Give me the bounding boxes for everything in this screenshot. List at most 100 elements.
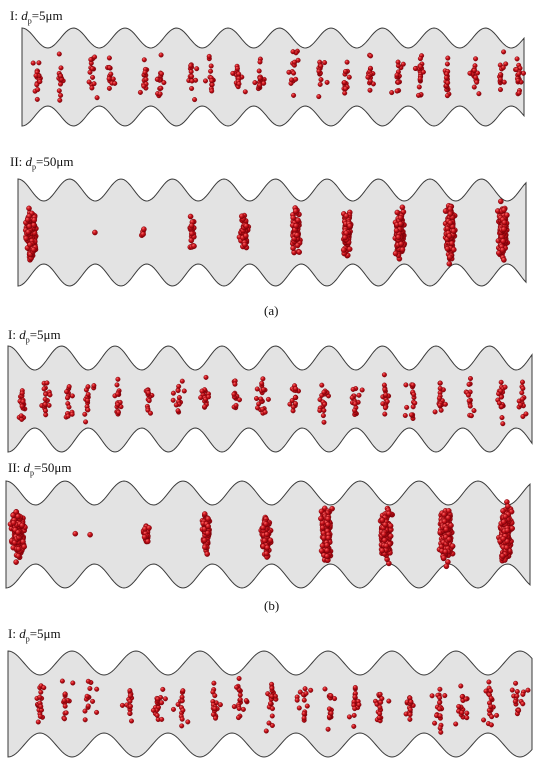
particle-a-i — [154, 76, 160, 82]
particle-c-i — [481, 717, 487, 723]
particle-b-i — [69, 393, 75, 399]
particle-a-i — [368, 53, 374, 59]
particle-a-ii — [243, 232, 249, 239]
particle-b-ii — [383, 543, 390, 549]
particle-a-ii — [446, 254, 453, 261]
particle-a-i — [192, 97, 198, 103]
particle-a-i — [412, 65, 418, 71]
particle-b-i — [259, 380, 265, 386]
particle-c-i — [352, 694, 358, 700]
channel-a-i — [21, 27, 525, 127]
particle-c-i — [84, 693, 90, 699]
particle-c-i — [179, 716, 185, 722]
particle-a-i — [417, 56, 423, 62]
particle-c-i — [483, 688, 489, 694]
caption-b: (b) — [264, 598, 280, 613]
particle-a-i — [501, 49, 507, 55]
particle-a-i — [91, 81, 97, 87]
particle-c-i — [514, 689, 520, 695]
particle-b-ii — [448, 522, 454, 529]
particle-b-i — [410, 382, 416, 388]
particle-b-i — [287, 401, 293, 407]
particle-a-ii — [294, 232, 300, 238]
particle-b-ii — [449, 543, 456, 549]
particle-b-i — [19, 403, 25, 409]
particle-c-i — [179, 694, 185, 700]
particle-c-i — [170, 706, 176, 712]
particle-a-i — [516, 90, 522, 96]
particle-c-i — [351, 712, 357, 718]
particle-c-i — [486, 679, 492, 685]
particle-c-i — [212, 693, 218, 699]
particle-b-i — [175, 388, 181, 394]
particle-a-i — [416, 92, 422, 98]
particle-a-ii — [392, 250, 399, 257]
particle-b-ii — [15, 546, 22, 552]
particle-a-ii — [346, 246, 353, 252]
particle-c-i — [356, 702, 362, 708]
particle-b-i — [382, 405, 388, 411]
particle-b-ii — [319, 525, 326, 531]
particle-a-i — [476, 91, 482, 97]
particle-c-i — [432, 720, 438, 726]
panel-label-a-i: I: dp=5μm — [10, 8, 63, 26]
particle-c-i — [488, 704, 494, 710]
particle-b-ii — [379, 517, 386, 524]
particle-c-i — [456, 704, 462, 710]
particle-c-i — [127, 698, 133, 704]
particle-c-i — [127, 688, 133, 694]
particle-b-i — [467, 403, 473, 409]
particle-c-i — [63, 710, 69, 716]
particle-b-ii — [264, 544, 271, 551]
particle-a-i — [316, 94, 322, 100]
particle-b-i — [468, 413, 474, 419]
particle-c-i — [150, 707, 156, 713]
particle-c-i — [326, 706, 332, 712]
particle-b-ii — [263, 531, 270, 538]
particle-b-ii — [261, 537, 268, 544]
particle-b-ii — [387, 533, 394, 539]
particle-b-i — [236, 397, 242, 403]
panel-label-b-i: I: dp=5μm — [8, 327, 61, 345]
particle-c-i — [127, 693, 133, 699]
particle-a-i — [467, 70, 473, 76]
particle-b-ii — [201, 511, 208, 517]
particle-c-i — [85, 703, 91, 709]
particle-c-i — [154, 712, 160, 718]
particle-b-ii — [87, 531, 93, 538]
particle-b-ii — [509, 525, 516, 532]
particle-b-i — [502, 384, 508, 390]
particle-b-i — [412, 400, 418, 406]
particle-c-i — [520, 691, 526, 697]
particle-c-i — [328, 710, 334, 716]
particle-b-i — [253, 396, 259, 402]
particle-a-i — [289, 77, 295, 83]
particle-c-i — [488, 695, 494, 701]
particle-a-ii — [290, 214, 297, 221]
particle-b-i — [403, 382, 409, 388]
particle-a-i — [208, 68, 214, 74]
particle-b-ii — [381, 537, 388, 544]
particle-b-i — [349, 395, 355, 401]
particle-c-i — [488, 688, 494, 694]
particle-c-i — [235, 715, 241, 721]
particle-c-i — [62, 716, 68, 722]
particle-a-i — [444, 61, 450, 67]
particle-c-i — [509, 687, 515, 693]
caption-a: (a) — [264, 303, 279, 318]
particle-b-ii — [505, 503, 511, 510]
particle-a-i — [416, 84, 422, 90]
particle-c-i — [82, 708, 88, 714]
particle-b-i — [69, 411, 75, 417]
particle-b-i — [260, 376, 266, 382]
particle-a-i — [158, 52, 164, 58]
particle-a-i — [141, 57, 147, 63]
particle-c-i — [236, 706, 242, 712]
particle-a-i — [292, 59, 298, 65]
particle-a-i — [367, 78, 373, 84]
particle-b-i — [442, 401, 448, 407]
particle-a-i — [89, 66, 95, 72]
particle-a-i — [108, 71, 114, 77]
particle-b-ii — [263, 521, 269, 527]
particle-a-ii — [450, 246, 457, 253]
